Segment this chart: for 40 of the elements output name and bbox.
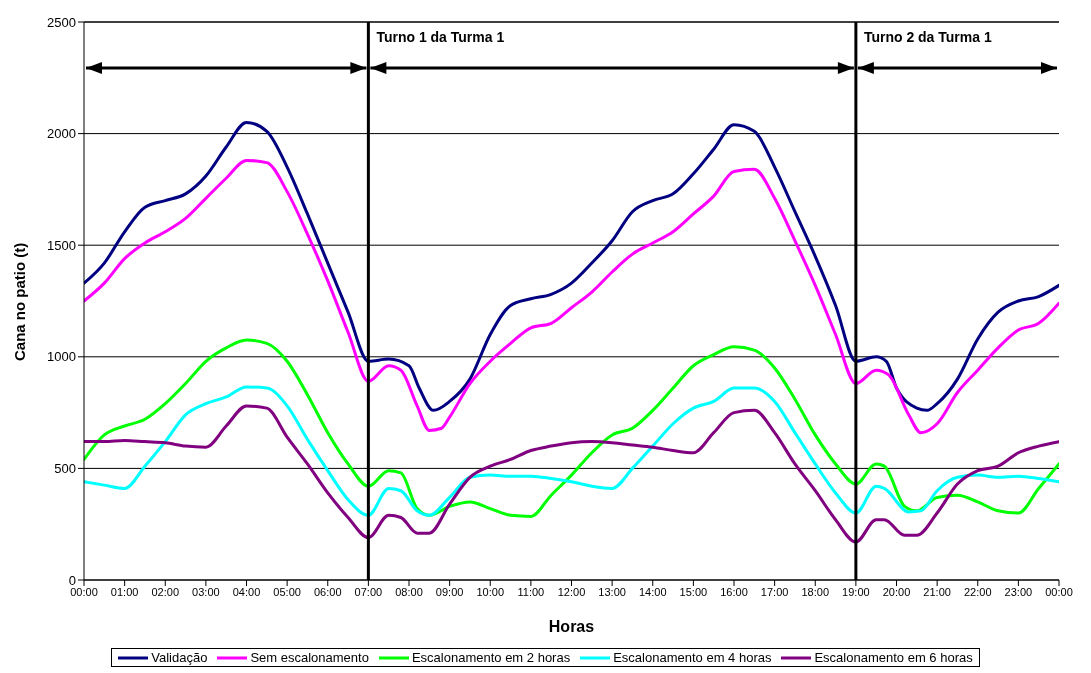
x-tick-label: 03:00 [192,585,220,598]
x-tick-label: 15:00 [679,585,708,598]
x-tick-label: 14:00 [638,585,667,598]
x-tick-label: 10:00 [476,585,505,598]
x-tick-label: 12:00 [557,585,586,598]
x-tick-label: 21:00 [923,585,951,598]
y-tick-label: 0 [68,572,76,588]
x-tick-label: 13:00 [598,585,626,598]
y-axis-title: Cana no patio (t) [11,242,29,361]
legend-label: Validação [151,650,208,665]
x-tick-label: 17:00 [760,585,789,598]
y-tick-label: 1500 [47,237,76,253]
x-tick-label: 06:00 [313,585,342,598]
y-tick-label: 2500 [47,14,76,30]
x-tick-label: 04:00 [232,585,261,598]
x-tick-label: 07:00 [354,585,383,598]
x-tick-label: 23:00 [1004,585,1033,598]
x-tick-label: 00:00 [1045,585,1073,598]
x-tick-label: 05:00 [273,585,301,598]
x-tick-label: 22:00 [963,585,992,598]
x-tick-label: 01:00 [110,585,139,598]
x-tick-label: 09:00 [435,585,464,598]
y-tick-label: 1000 [47,349,76,365]
legend-label: Sem escalonamento [250,650,369,665]
legend-label: Escalonamento em 2 horas [411,650,571,665]
legend-label: Escalonamento em 4 horas [613,650,772,665]
x-tick-label: 11:00 [517,585,545,598]
annotation: Turno 2 da Turma 1 [863,29,992,45]
x-tick-label: 02:00 [151,585,180,598]
y-tick-label: 2000 [47,126,76,142]
x-tick-label: 00:00 [70,585,98,598]
x-tick-label: 20:00 [882,585,911,598]
x-tick-label: 08:00 [395,585,423,598]
x-axis-title: Horas [548,618,595,635]
x-tick-label: 16:00 [720,585,748,598]
x-tick-label: 18:00 [801,585,830,598]
x-tick-label: 19:00 [842,585,870,598]
legend-label: Escalonamento em 6 horas [814,650,973,665]
annotation: Turno 1 da Turma 1 [376,29,505,45]
y-tick-label: 500 [54,461,76,477]
